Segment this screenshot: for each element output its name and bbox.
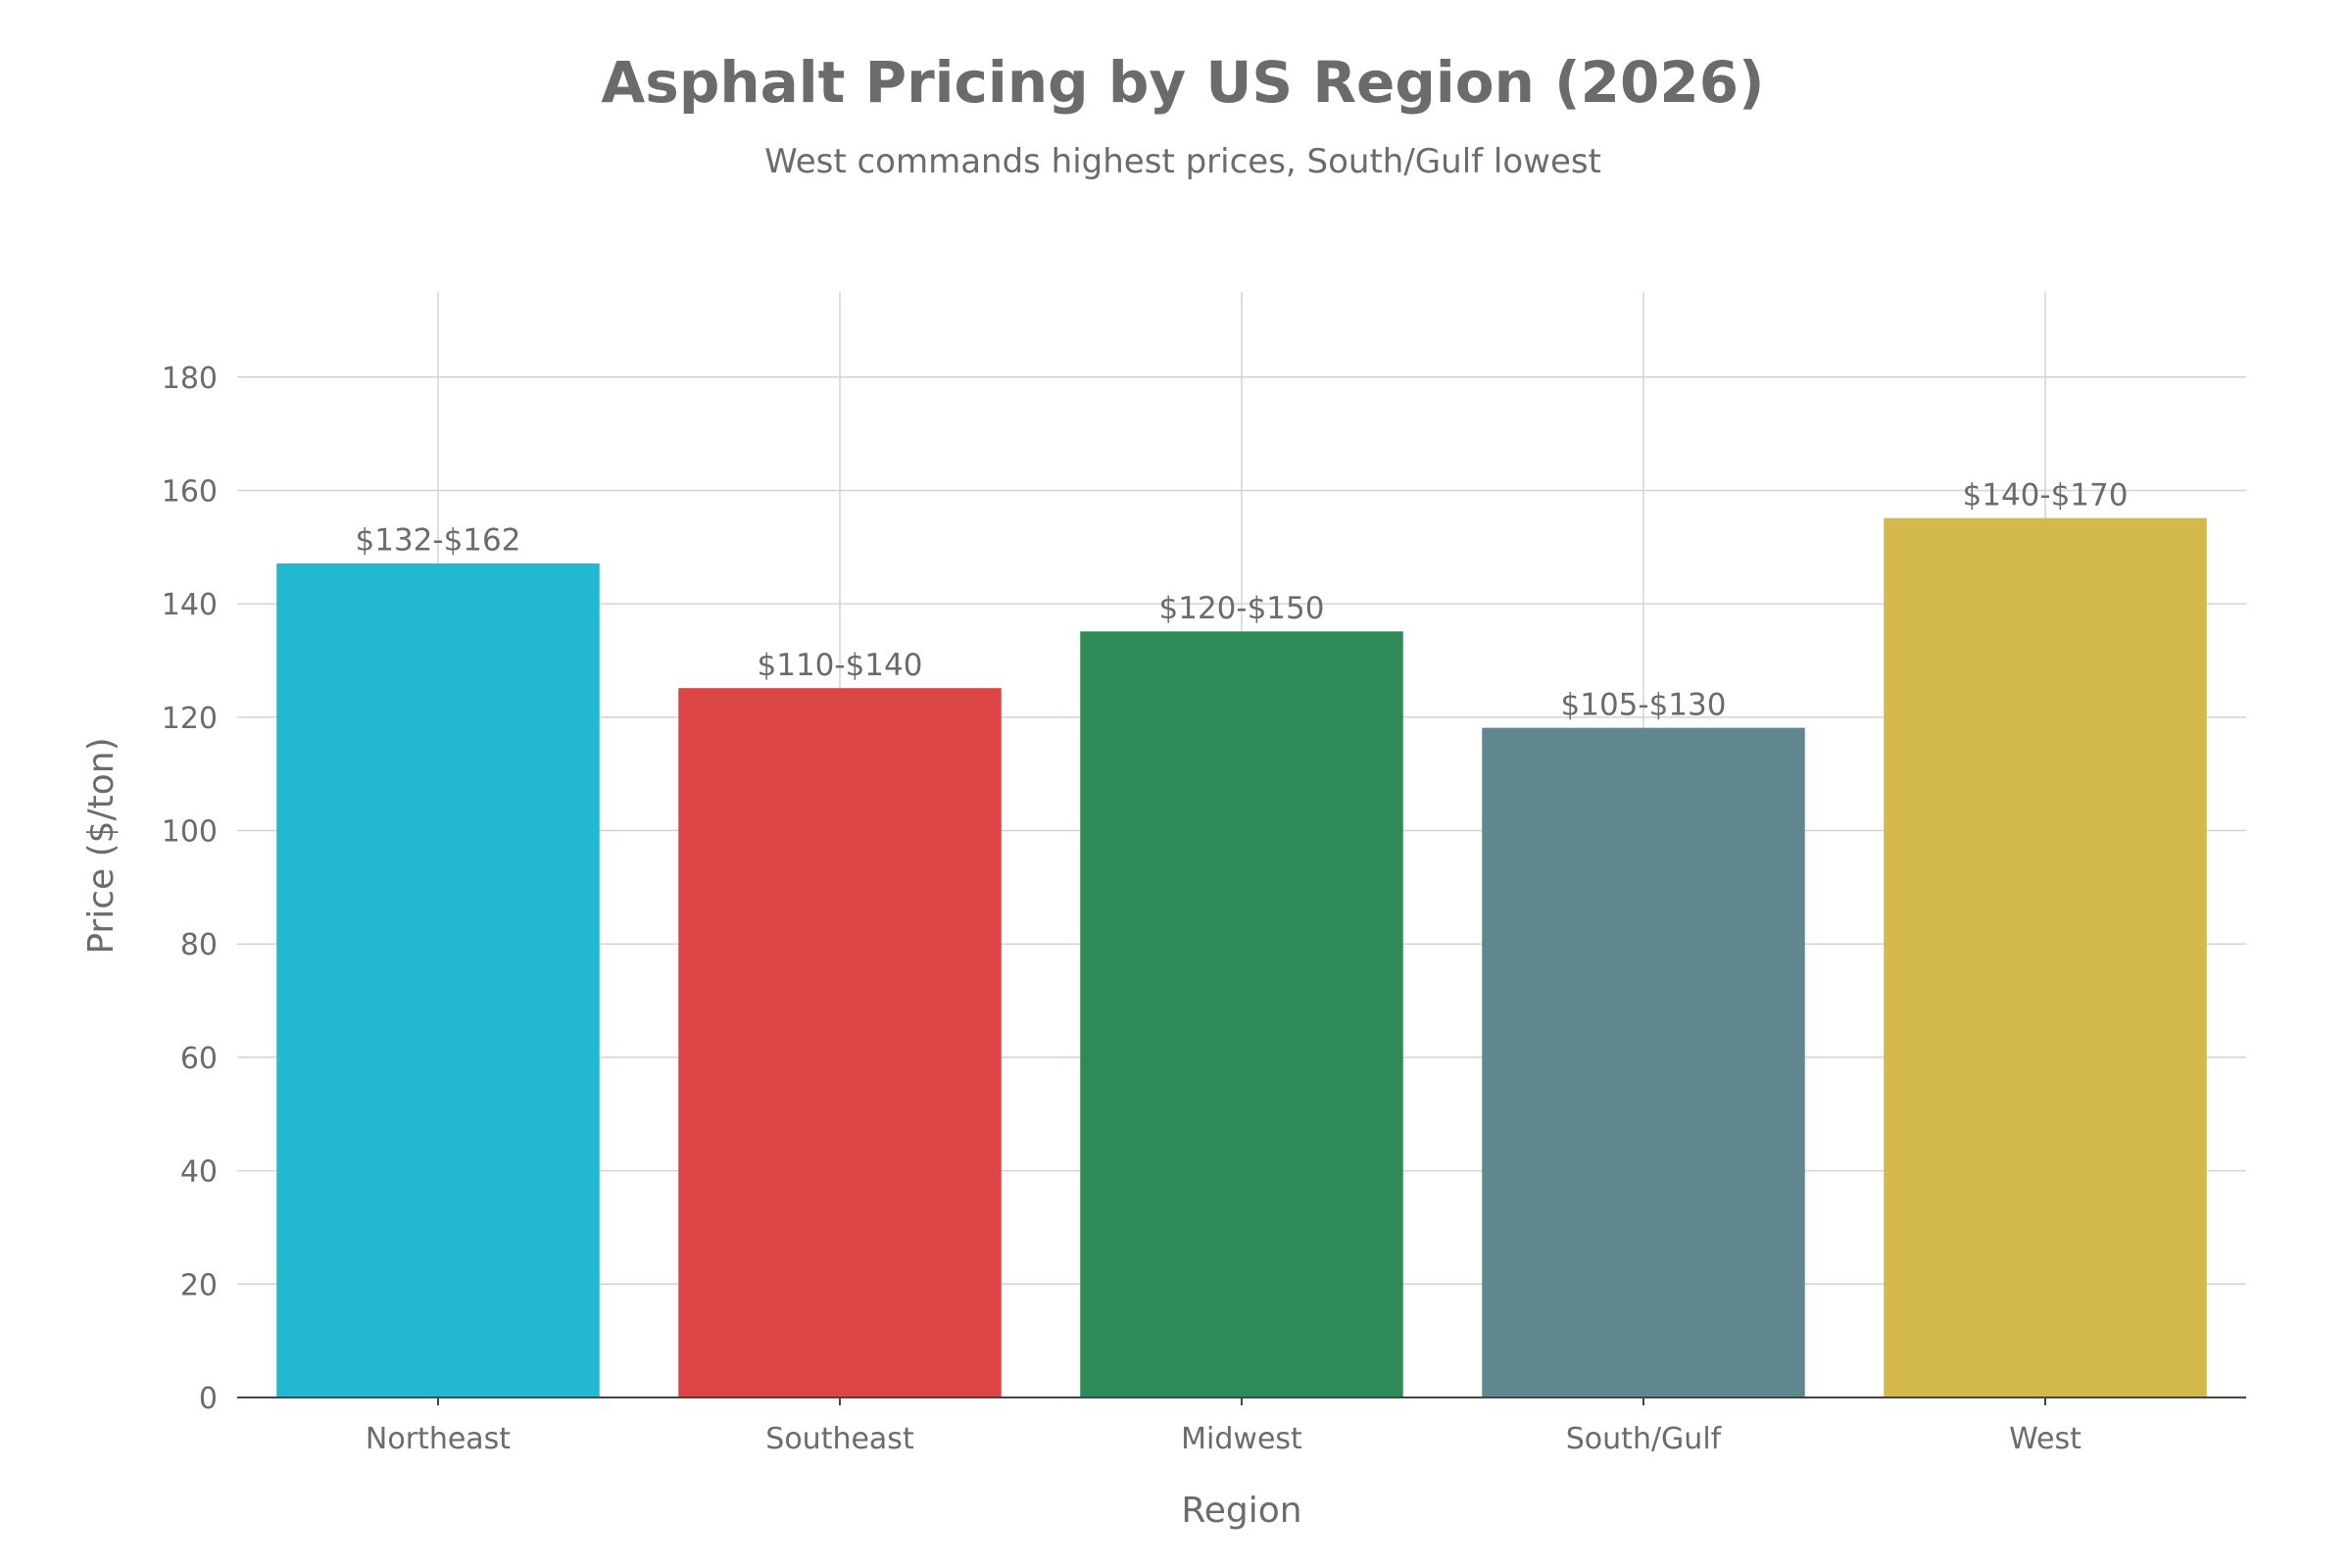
- x-axis-title: Region: [1181, 1491, 1301, 1531]
- bar-south-gulf: [1482, 727, 1805, 1398]
- bar-west: [1884, 517, 2207, 1398]
- bar-data-label: $110-$140: [758, 648, 923, 683]
- y-tick-label: 20: [180, 1268, 218, 1302]
- bar-southeast: [678, 688, 1002, 1398]
- bar-midwest: [1080, 631, 1403, 1398]
- y-tick-label: 120: [162, 702, 218, 736]
- y-tick-label: 40: [180, 1155, 218, 1190]
- y-tick-label: 0: [199, 1382, 218, 1416]
- bars: [276, 517, 2207, 1398]
- x-axis-ticks: Northeast Southeast Midwest South/Gulf West: [366, 1397, 2082, 1456]
- bar-data-label: $105-$130: [1561, 687, 1727, 722]
- chart-title: Asphalt Pricing by US Region (2026): [601, 49, 1764, 116]
- y-tick-label: 160: [162, 474, 218, 509]
- bar-data-label: $132-$162: [356, 523, 521, 559]
- x-tick-label: Northeast: [366, 1422, 511, 1456]
- y-tick-label: 140: [162, 588, 218, 622]
- x-tick-label: Midwest: [1181, 1422, 1302, 1456]
- bar-data-label: $120-$150: [1159, 591, 1325, 626]
- y-axis-ticks: 0 20 40 60 80 100 120 140 160 180: [162, 362, 218, 1416]
- bar-data-label: $140-$170: [1963, 477, 2129, 513]
- y-tick-label: 180: [162, 362, 218, 396]
- y-tick-label: 60: [180, 1042, 218, 1076]
- chart-subtitle: West commands highest prices, South/Gulf…: [764, 142, 1601, 181]
- x-tick-label: West: [2009, 1422, 2082, 1456]
- y-axis-title: Price ($/ton): [81, 737, 122, 954]
- x-tick-label: Southeast: [765, 1422, 914, 1456]
- y-tick-label: 80: [180, 928, 218, 962]
- y-tick-label: 100: [162, 815, 218, 850]
- data-labels: $132-$162 $110-$140 $120-$150 $105-$130 $140…: [356, 477, 2129, 722]
- x-tick-label: South/Gulf: [1566, 1422, 1723, 1456]
- bar-northeast: [276, 563, 600, 1398]
